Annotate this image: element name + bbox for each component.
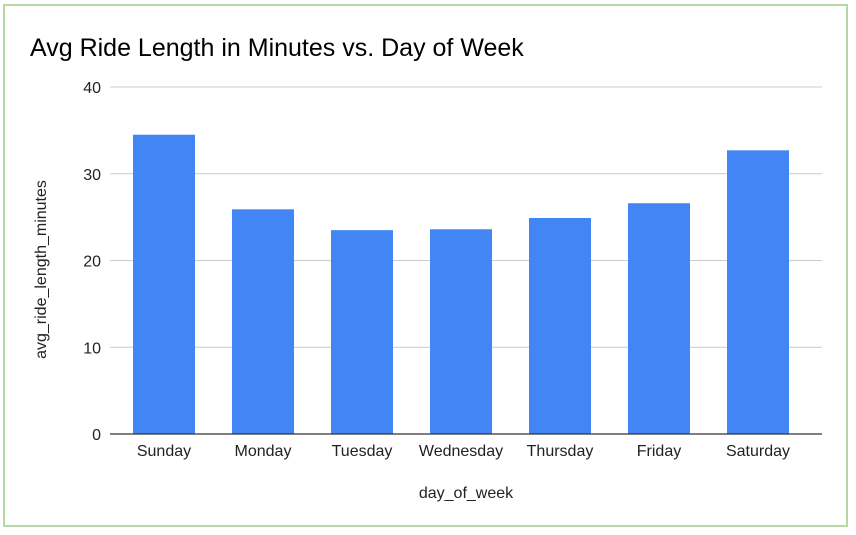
x-tick-label: Tuesday [332, 443, 393, 460]
bar-wednesday [430, 229, 492, 434]
bar-tuesday [331, 230, 393, 434]
bar-sunday [133, 134, 195, 434]
y-tick-label: 40 [83, 80, 101, 97]
y-tick-label: 0 [92, 427, 101, 444]
x-tick-label: Friday [637, 443, 681, 460]
x-axis-title: day_of_week [419, 485, 514, 502]
x-tick-label: Monday [235, 443, 292, 460]
y-axis-title: avg_ride_length_minutes [33, 180, 50, 359]
x-tick-label: Sunday [137, 443, 191, 460]
x-tick-label: Thursday [527, 443, 594, 460]
bar-friday [628, 203, 690, 434]
bar-monday [232, 209, 294, 434]
y-tick-labels: 0 10 20 30 40 [83, 80, 101, 444]
x-tick-label: Wednesday [419, 443, 503, 460]
bar-thursday [529, 217, 591, 434]
y-tick-label: 30 [83, 167, 101, 184]
bars [133, 134, 789, 434]
chart-title: Avg Ride Length in Minutes vs. Day of We… [30, 34, 524, 62]
y-tick-label: 20 [83, 254, 101, 271]
x-tick-labels: Sunday Monday Tuesday Wednesday Thursday Frid… [137, 443, 790, 460]
x-tick-label: Saturday [726, 443, 790, 460]
y-tick-label: 10 [83, 340, 101, 357]
bar-saturday [727, 150, 789, 434]
